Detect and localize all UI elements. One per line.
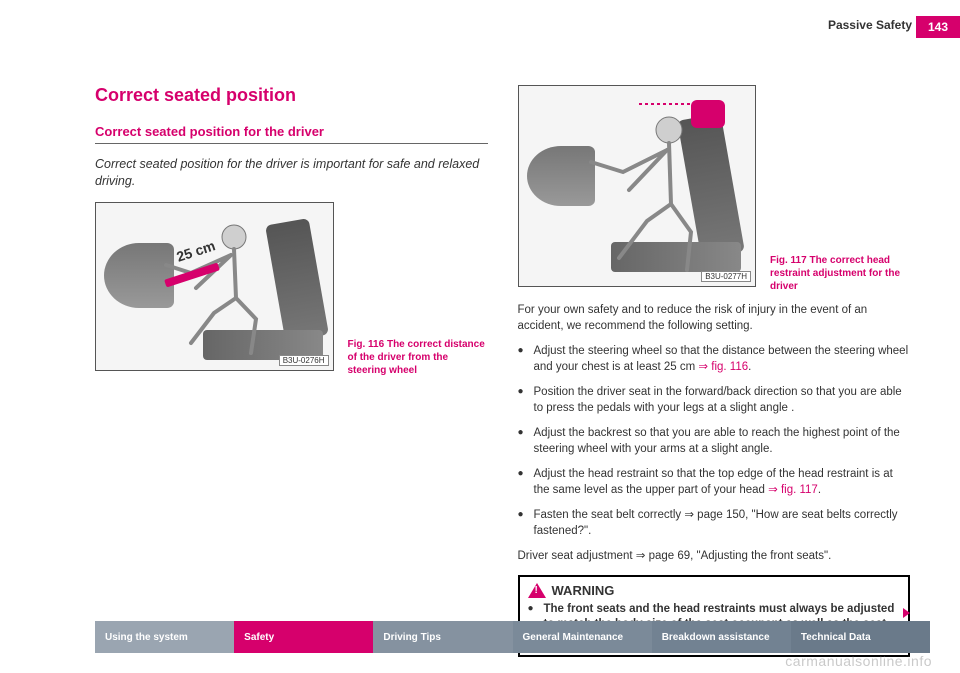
continue-arrow-icon bbox=[903, 608, 910, 618]
warning-title: WARNING bbox=[552, 583, 615, 598]
sub-heading: Correct seated position for the driver bbox=[95, 124, 488, 139]
body-text: For your own safety and to reduce the ri… bbox=[518, 303, 911, 657]
divider bbox=[95, 143, 488, 144]
skeleton-icon bbox=[96, 203, 334, 370]
footer-nav: Using the system Safety Driving Tips Gen… bbox=[95, 621, 930, 653]
section-title: Passive Safety bbox=[828, 18, 912, 32]
list-item: Adjust the head restraint so that the to… bbox=[518, 467, 911, 498]
nav-driving-tips[interactable]: Driving Tips bbox=[373, 621, 512, 653]
list-item: Adjust the steering wheel so that the di… bbox=[518, 344, 911, 375]
lead-paragraph: Correct seated position for the driver i… bbox=[95, 156, 488, 190]
page-title: Correct seated position bbox=[95, 85, 488, 106]
page-number: 143 bbox=[916, 16, 960, 38]
nav-using-system[interactable]: Using the system bbox=[95, 621, 234, 653]
figure-row-116: 25 cm B3U-0276H Fig. 116 The correct dis… bbox=[95, 202, 488, 377]
figure-117: B3U-0277H bbox=[518, 85, 757, 287]
nav-breakdown[interactable]: Breakdown assistance bbox=[652, 621, 791, 653]
figure-117-caption: Fig. 117 The correct head restraint adju… bbox=[770, 254, 910, 293]
list-item: Adjust the backrest so that you are able… bbox=[518, 426, 911, 457]
bullet-list: Adjust the steering wheel so that the di… bbox=[518, 344, 911, 539]
list-item: Position the driver seat in the forward/… bbox=[518, 385, 911, 416]
figure-id: B3U-0276H bbox=[279, 355, 329, 366]
right-column: B3U-0277H Fig. 117 The correct head rest… bbox=[518, 85, 911, 603]
figure-116: 25 cm B3U-0276H bbox=[95, 202, 334, 371]
watermark: carmanualsonline.info bbox=[785, 653, 932, 669]
figure-id: B3U-0277H bbox=[701, 271, 751, 282]
intro-para: For your own safety and to reduce the ri… bbox=[518, 303, 911, 334]
nav-maintenance[interactable]: General Maintenance bbox=[513, 621, 652, 653]
left-column: Correct seated position Correct seated p… bbox=[95, 85, 488, 603]
closing-para: Driver seat adjustment ⇒ page 69, "Adjus… bbox=[518, 549, 911, 565]
figure-116-caption: Fig. 116 The correct distance of the dri… bbox=[348, 338, 488, 377]
warning-triangle-icon bbox=[528, 583, 546, 598]
skeleton-icon bbox=[519, 86, 757, 286]
content: Correct seated position Correct seated p… bbox=[95, 85, 910, 603]
warning-header: WARNING bbox=[528, 583, 901, 598]
list-item: Fasten the seat belt correctly ⇒ page 15… bbox=[518, 508, 911, 539]
figure-row-117: B3U-0277H Fig. 117 The correct head rest… bbox=[518, 85, 911, 293]
nav-safety[interactable]: Safety bbox=[234, 621, 373, 653]
nav-technical[interactable]: Technical Data bbox=[791, 621, 930, 653]
